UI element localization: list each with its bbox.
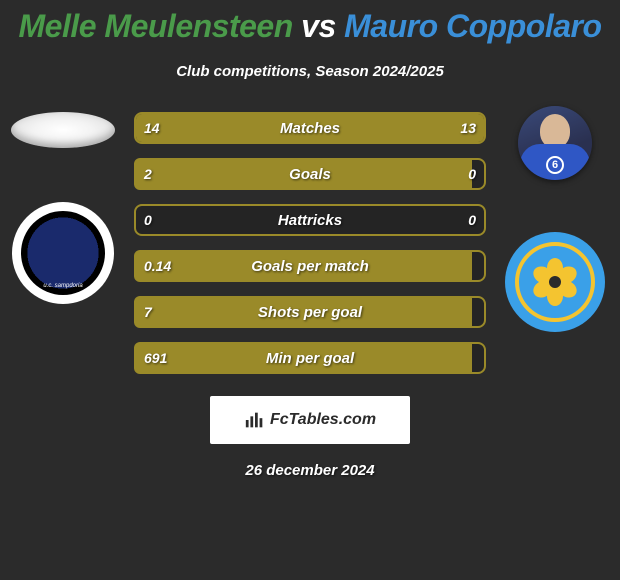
stat-label: Shots per goal [134,296,486,328]
player2-club-badge [505,232,605,332]
stat-label: Min per goal [134,342,486,374]
stat-label: Goals per match [134,250,486,282]
player2-avatar: 6 [518,106,592,180]
stat-row: 00Hattricks [134,204,486,236]
stat-label: Goals [134,158,486,190]
club-flower-icon [535,262,575,302]
stat-label: Matches [134,112,486,144]
stat-row: 0.14Goals per match [134,250,486,282]
stat-row: 691Min per goal [134,342,486,374]
brand-text: FcTables.com [270,411,376,429]
left-column [8,112,118,304]
brand-box: FcTables.com [210,396,410,444]
player1-avatar-placeholder [11,112,115,148]
subtitle: Club competitions, Season 2024/2025 [0,63,620,80]
page-title: Melle Meulensteen vs Mauro Coppolaro [0,8,620,45]
vs-separator: vs [301,8,336,44]
stat-row: 1413Matches [134,112,486,144]
player2-name: Mauro Coppolaro [344,8,601,44]
stat-label: Hattricks [134,204,486,236]
stats-stage: 6 1413Matches 20Goals 00Hattricks 0.14Goals… [0,112,620,479]
stats-bars: 1413Matches 20Goals 00Hattricks 0.14Goals p… [134,112,486,374]
player1-name: Melle Meulensteen [19,8,293,44]
right-column: 6 [500,112,610,332]
date: 26 december 2024 [0,462,620,479]
stat-row: 7Shots per goal [134,296,486,328]
sampdoria-crest-icon [21,211,105,295]
player2-jersey-number: 6 [546,156,564,174]
stat-row: 20Goals [134,158,486,190]
player1-club-badge [12,202,114,304]
chart-bars-icon [244,409,266,431]
comparison-card: Melle Meulensteen vs Mauro Coppolaro Clu… [0,0,620,580]
